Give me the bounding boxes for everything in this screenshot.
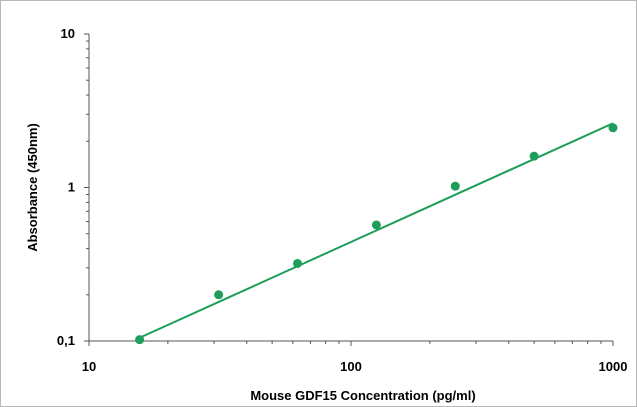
x-tick-label: 10: [82, 359, 96, 374]
data-point: [293, 258, 303, 268]
axes: [88, 34, 613, 342]
y-tick-label: 10: [61, 26, 75, 41]
data-point: [214, 290, 224, 300]
data-point: [529, 151, 539, 161]
data-points: [135, 123, 618, 345]
data-point: [371, 220, 381, 230]
y-tick-label: 1: [68, 180, 75, 195]
fit-line: [139, 122, 614, 339]
y-axis-title: Absorbance (450nm): [25, 123, 40, 252]
data-point: [608, 123, 618, 133]
fit-line-group: [139, 122, 614, 339]
x-tick-label: 100: [340, 359, 362, 374]
y-tick-label: 0,1: [57, 333, 75, 348]
x-tick-label: 1000: [599, 359, 628, 374]
x-axis-title: Mouse GDF15 Concentration (pg/ml): [250, 388, 475, 403]
ticks: 0,1 1 10 10 100 1000: [57, 26, 628, 374]
data-point: [450, 181, 460, 191]
data-point: [135, 335, 145, 345]
